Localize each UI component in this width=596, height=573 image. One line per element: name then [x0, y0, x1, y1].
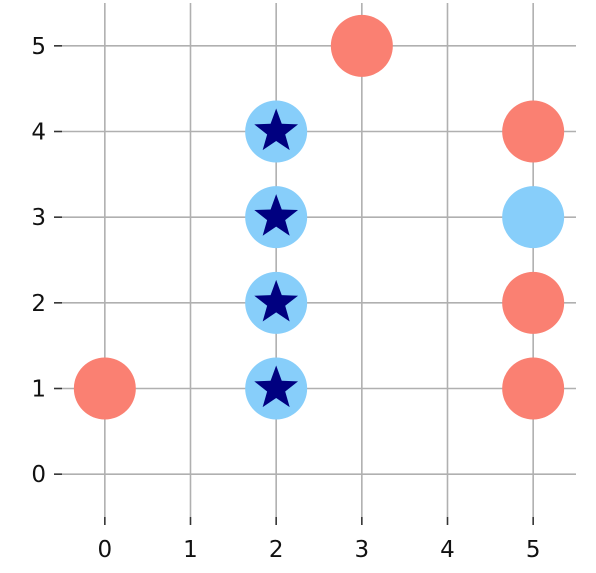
y-tick-label-2: 2: [31, 291, 46, 317]
y-tick-label-5: 5: [31, 34, 46, 60]
data-point-8: [502, 186, 564, 248]
data-point-0: [74, 358, 136, 420]
x-tick-label-2: 2: [269, 537, 284, 563]
data-point-7: [502, 272, 564, 334]
data-point-5: [331, 15, 393, 77]
x-tick-label-5: 5: [526, 537, 541, 563]
x-tick-label-3: 3: [355, 537, 370, 563]
y-tick-label-0: 0: [31, 462, 46, 488]
x-tick-label-1: 1: [183, 537, 198, 563]
y-tick-label-4: 4: [31, 120, 46, 146]
x-tick-label-4: 4: [440, 537, 455, 563]
data-point-6: [502, 358, 564, 420]
x-tick-label-0: 0: [98, 537, 113, 563]
grid-lines: [62, 3, 576, 517]
y-tick-label-3: 3: [31, 205, 46, 231]
data-point-9: [502, 101, 564, 163]
y-tick-label-1: 1: [31, 377, 46, 403]
